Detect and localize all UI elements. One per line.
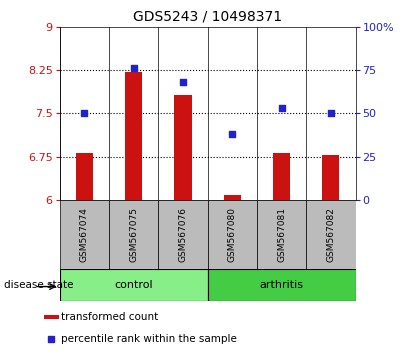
Point bbox=[229, 131, 236, 137]
Point bbox=[130, 65, 137, 71]
Text: disease state: disease state bbox=[4, 280, 74, 290]
Bar bbox=[60, 269, 208, 301]
Bar bbox=[208, 200, 257, 269]
Point bbox=[81, 110, 88, 116]
Bar bbox=[60, 200, 109, 269]
Text: GSM567075: GSM567075 bbox=[129, 207, 138, 262]
Bar bbox=[44, 315, 59, 319]
Bar bbox=[125, 72, 142, 200]
Point bbox=[328, 110, 334, 116]
Bar bbox=[322, 155, 339, 200]
Point bbox=[48, 336, 55, 342]
Bar bbox=[174, 95, 192, 200]
Bar bbox=[158, 200, 208, 269]
Bar bbox=[109, 200, 158, 269]
Title: GDS5243 / 10498371: GDS5243 / 10498371 bbox=[133, 10, 282, 24]
Text: GSM567080: GSM567080 bbox=[228, 207, 237, 262]
Text: GSM567081: GSM567081 bbox=[277, 207, 286, 262]
Point bbox=[278, 105, 285, 111]
Text: control: control bbox=[114, 280, 153, 290]
Bar bbox=[208, 269, 356, 301]
Text: GSM567082: GSM567082 bbox=[326, 207, 335, 262]
Bar bbox=[224, 195, 241, 200]
Text: percentile rank within the sample: percentile rank within the sample bbox=[62, 334, 237, 344]
Point bbox=[180, 79, 186, 85]
Text: GSM567074: GSM567074 bbox=[80, 207, 89, 262]
Bar bbox=[306, 200, 356, 269]
Bar bbox=[257, 200, 306, 269]
Text: GSM567076: GSM567076 bbox=[178, 207, 187, 262]
Text: arthritis: arthritis bbox=[259, 280, 304, 290]
Text: transformed count: transformed count bbox=[62, 312, 159, 322]
Bar bbox=[273, 153, 290, 200]
Bar bbox=[76, 153, 93, 200]
